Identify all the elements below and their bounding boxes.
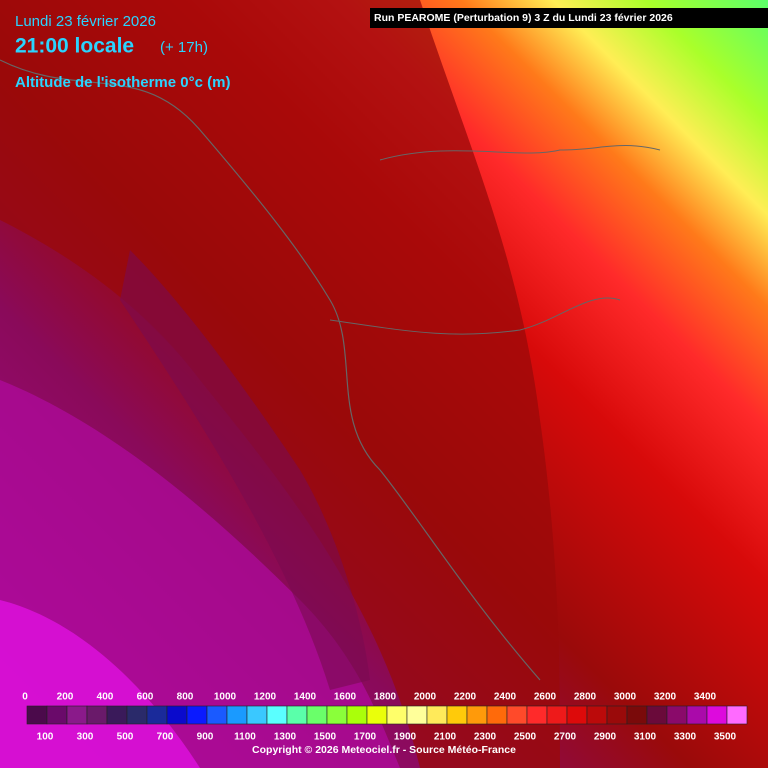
legend-swatch	[226, 705, 248, 725]
legend-label: 1900	[394, 732, 417, 743]
legend-label: 1700	[354, 732, 377, 743]
legend-label: 1500	[314, 732, 337, 743]
time: 21:00 locale	[15, 35, 134, 58]
legend-swatch	[706, 705, 728, 725]
legend-swatch	[466, 705, 488, 725]
coastline	[0, 59, 541, 681]
legend-swatch	[486, 705, 508, 725]
map-region	[120, 250, 370, 690]
legend-label: 2100	[434, 732, 457, 743]
legend-swatch	[406, 705, 428, 725]
legend-swatch	[186, 705, 208, 725]
legend-swatch	[446, 705, 468, 725]
legend-swatch	[106, 705, 128, 725]
legend-label: 100	[37, 732, 54, 743]
legend-label: 3500	[714, 732, 737, 743]
legend-label: 2400	[494, 692, 517, 703]
legend-label: 3300	[674, 732, 697, 743]
legend: 0 200 400 600 800 1000 1200 1400 1600 1800 2000 220…	[22, 692, 748, 743]
legend-swatch	[526, 705, 548, 725]
legend-swatch	[46, 705, 68, 725]
legend-swatch	[586, 705, 608, 725]
legend-swatch	[646, 705, 668, 725]
legend-swatch	[166, 705, 188, 725]
legend-label: 0	[22, 692, 28, 703]
legend-label: 3000	[614, 692, 637, 703]
legend-label: 3100	[634, 732, 657, 743]
legend-swatch	[626, 705, 648, 725]
legend-swatch	[26, 705, 48, 725]
legend-label: 1100	[234, 732, 256, 743]
field-title: Altitude de l'isotherme 0°c (m)	[15, 74, 230, 91]
legend-swatch	[606, 705, 628, 725]
legend-label: 2700	[554, 732, 577, 743]
legend-swatch	[66, 705, 88, 725]
legend-swatch	[666, 705, 688, 725]
legend-swatch	[566, 705, 588, 725]
legend-label: 1300	[274, 732, 297, 743]
legend-label: 2500	[514, 732, 537, 743]
legend-swatch	[306, 705, 328, 725]
legend-label: 800	[177, 692, 194, 703]
legend-swatch	[686, 705, 708, 725]
legend-label: 1000	[214, 692, 237, 703]
legend-swatch	[326, 705, 348, 725]
legend-swatch	[386, 705, 408, 725]
map-region	[0, 600, 200, 768]
legend-label: 300	[77, 732, 94, 743]
offset: (+ 17h)	[160, 39, 208, 56]
run-title: Run PEAROME (Perturbation 9) 3 Z du Lund…	[374, 12, 673, 24]
legend-swatch	[246, 705, 268, 725]
run-bar	[370, 8, 768, 28]
map-region	[0, 0, 560, 768]
legend-label: 1200	[254, 692, 277, 703]
legend-swatch	[506, 705, 528, 725]
legend-label: 2300	[474, 732, 497, 743]
legend-label: 2900	[594, 732, 617, 743]
legend-label: 2000	[414, 692, 437, 703]
legend-label: 3400	[694, 692, 717, 703]
legend-swatch	[286, 705, 308, 725]
border	[329, 145, 661, 335]
legend-swatch	[366, 705, 388, 725]
legend-label: 600	[137, 692, 154, 703]
legend-swatch	[546, 705, 568, 725]
legend-swatch	[726, 705, 748, 725]
legend-label: 400	[97, 692, 114, 703]
copyright: Copyright © 2026 Meteociel.fr - Source M…	[252, 744, 516, 756]
legend-label: 500	[117, 732, 134, 743]
legend-label: 2800	[574, 692, 597, 703]
legend-label: 900	[197, 732, 214, 743]
legend-swatch	[206, 705, 228, 725]
legend-swatch	[346, 705, 368, 725]
legend-swatch	[126, 705, 148, 725]
legend-label: 2200	[454, 692, 477, 703]
legend-label: 700	[157, 732, 174, 743]
legend-swatch	[426, 705, 448, 725]
legend-swatch	[146, 705, 168, 725]
legend-label: 3200	[654, 692, 677, 703]
legend-label: 2600	[534, 692, 557, 703]
date: Lundi 23 février 2026	[15, 13, 156, 30]
legend-label: 200	[57, 692, 74, 703]
legend-label: 1600	[334, 692, 357, 703]
legend-swatch	[86, 705, 108, 725]
legend-label: 1800	[374, 692, 397, 703]
legend-swatch	[266, 705, 288, 725]
legend-label: 1400	[294, 692, 317, 703]
